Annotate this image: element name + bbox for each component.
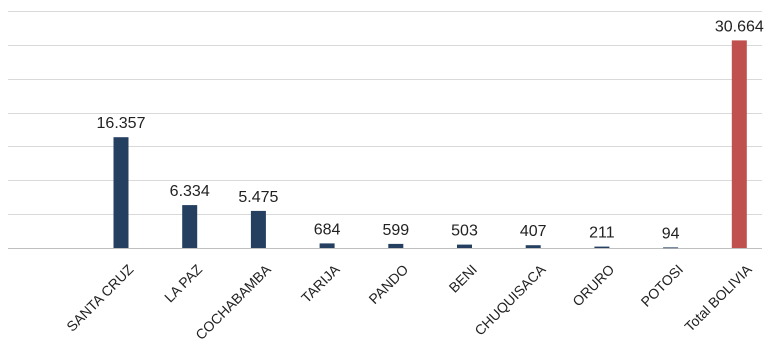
- category-label: LA PAZ: [161, 261, 205, 305]
- category-label: CHUQUISACA: [471, 261, 549, 339]
- bar-potosi: [663, 247, 679, 249]
- bar-oruro: [594, 246, 610, 248]
- data-label: 684: [314, 221, 341, 238]
- category-label: SANTA CRUZ: [63, 261, 137, 335]
- data-label: 211: [589, 225, 615, 242]
- category-label: ORURO: [569, 261, 617, 309]
- data-label: 5.475: [238, 189, 278, 206]
- category-label: Total BOLIVIA: [681, 261, 755, 335]
- bar-cochabamba: [250, 210, 266, 248]
- data-label: 94: [662, 225, 680, 242]
- bar-total-bolivia: [731, 40, 747, 249]
- category-label: POTOSI: [638, 261, 687, 310]
- data-label: 30.664: [715, 18, 764, 35]
- data-label: 16.357: [97, 115, 146, 132]
- bar-tarija: [319, 243, 335, 248]
- category-label: TARIJA: [298, 261, 343, 306]
- bar-chuquisaca: [525, 245, 541, 248]
- data-label: 6.334: [170, 183, 210, 200]
- grid-lines: [8, 11, 762, 249]
- data-labels: 16.357 6.334 5.475 684 599 503 407 211 94 30.664: [97, 18, 764, 242]
- data-label: 503: [451, 223, 478, 240]
- data-label: 407: [520, 223, 547, 240]
- category-label: PANDO: [365, 261, 411, 307]
- bars: [113, 40, 747, 249]
- bar-beni: [457, 244, 472, 248]
- data-label: 599: [382, 222, 409, 239]
- bar-santa-cruz: [113, 137, 129, 248]
- bar-pando: [388, 243, 404, 248]
- category-label: BENI: [446, 261, 480, 295]
- bar-la-paz: [182, 205, 198, 248]
